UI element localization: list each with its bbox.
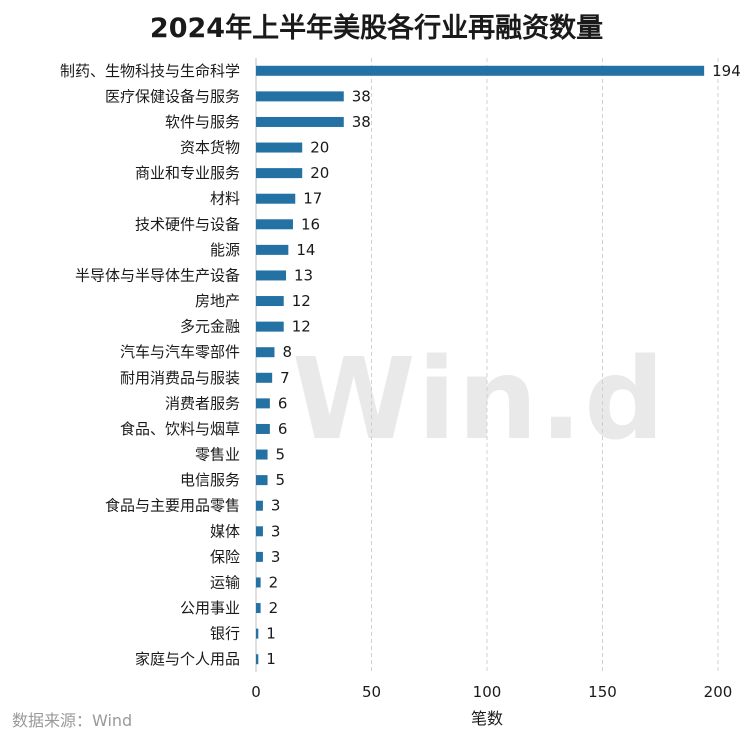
value-label: 13 [294,266,313,284]
category-label: 制药、生物科技与生命科学 [60,62,240,80]
category-label: 能源 [210,241,240,259]
bar [256,603,261,614]
category-label: 食品、饮料与烟草 [120,420,240,438]
x-tick-label: 150 [588,683,617,701]
value-label: 5 [276,471,286,489]
x-tick-label: 50 [362,683,381,701]
value-label: 17 [303,190,322,208]
bar [256,551,263,562]
bar [256,475,268,486]
category-label: 运输 [210,573,240,591]
bar [256,270,287,281]
source-note: 数据来源：Wind [12,711,133,730]
category-label: 电信服务 [180,471,240,489]
bar [256,577,261,588]
category-label: 房地产 [195,292,240,310]
bar [256,65,705,76]
category-label: 银行 [210,625,240,643]
value-label: 6 [278,420,288,438]
bar [256,116,344,127]
value-label: 1 [266,650,276,668]
value-label: 194 [712,62,741,80]
x-tick-label: 100 [473,683,502,701]
bar [256,91,344,102]
bar [256,526,263,537]
bar [256,347,275,358]
category-label: 消费者服务 [165,394,240,412]
bar [256,244,289,255]
category-label: 汽车与汽车零部件 [120,343,240,361]
category-label: 耐用消费品与服装 [120,369,240,387]
category-label: 材料 [210,190,240,208]
value-label: 6 [278,394,288,412]
category-label: 家庭与个人用品 [135,650,240,668]
chart-title: 2024年上半年美股各行业再融资数量 [149,13,604,44]
bar [256,423,270,434]
value-label: 8 [282,343,292,361]
bar [256,219,293,230]
bar [256,449,268,460]
value-label: 5 [276,446,286,464]
category-label: 资本货物 [180,139,240,157]
value-label: 3 [271,522,281,540]
bar [256,296,284,307]
value-label: 20 [310,139,329,157]
bar [256,168,303,179]
category-label: 食品与主要用品零售 [105,497,240,515]
bar [256,500,263,511]
category-label: 商业和专业服务 [135,164,240,182]
value-label: 38 [352,113,371,131]
value-label: 3 [271,497,281,515]
value-label: 12 [292,318,311,336]
category-label: 医疗保健设备与服务 [105,87,240,105]
value-label: 20 [310,164,329,182]
category-label: 保险 [210,548,240,566]
category-label: 半导体与半导体生产设备 [75,266,240,284]
value-label: 3 [271,548,281,566]
category-label: 媒体 [210,522,240,540]
bar [256,372,273,383]
value-label: 14 [296,241,315,259]
bar [256,193,296,204]
value-label: 7 [280,369,290,387]
value-label: 16 [301,215,320,233]
bar [256,398,270,409]
category-label: 软件与服务 [165,113,240,131]
value-label: 2 [269,599,279,617]
x-axis-title: 笔数 [471,709,503,728]
category-label: 零售业 [195,446,240,464]
value-label: 12 [292,292,311,310]
bar [256,654,259,665]
value-label: 38 [352,87,371,105]
value-label: 2 [269,573,279,591]
x-tick-label: 200 [704,683,733,701]
category-label: 公用事业 [180,599,240,617]
bar [256,321,284,332]
category-label: 多元金融 [180,318,240,336]
bar [256,142,303,153]
bar [256,628,259,639]
value-label: 1 [266,625,276,643]
x-tick-label: 0 [251,683,261,701]
category-label: 技术硬件与设备 [135,215,240,233]
